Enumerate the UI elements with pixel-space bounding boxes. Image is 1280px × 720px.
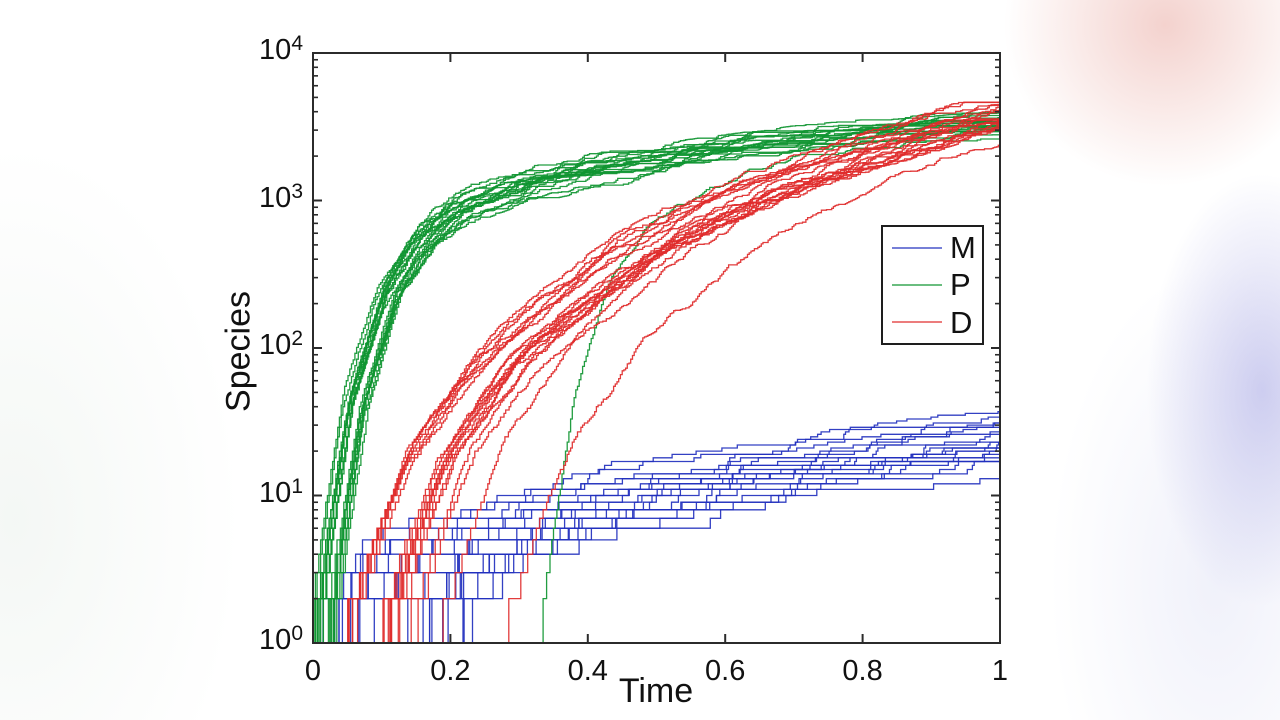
trajectory-M-16 xyxy=(392,441,1000,643)
trajectory-M-6 xyxy=(395,460,1000,643)
trajectory-P-19 xyxy=(314,127,1000,643)
trajectory-P-11 xyxy=(319,110,1000,643)
trajectory-D-19 xyxy=(368,118,1000,643)
y-tick-label-10e1: 101 xyxy=(213,476,303,508)
trajectories-P xyxy=(313,110,1000,643)
x-axis-label: Time xyxy=(618,672,694,710)
x-tick-label-0.8: 0.8 xyxy=(842,655,883,687)
trajectory-M-19 xyxy=(409,450,1000,643)
y-tick-exponent: 3 xyxy=(291,179,303,203)
x-tick-label-0.4: 0.4 xyxy=(567,655,608,687)
trajectory-layer xyxy=(313,101,1000,643)
y-tick-label-10e3: 103 xyxy=(213,181,303,213)
y-tick-base: 10 xyxy=(259,329,292,361)
y-tick-label-10e2: 102 xyxy=(213,328,303,360)
y-tick-base: 10 xyxy=(259,624,292,656)
trajectory-M-7 xyxy=(460,447,1000,643)
y-tick-exponent: 1 xyxy=(291,474,303,498)
trajectory-M-13 xyxy=(432,426,1000,643)
trajectory-D-1 xyxy=(383,103,1000,643)
y-tick-exponent: 0 xyxy=(291,622,303,645)
trajectory-D-14 xyxy=(338,101,1000,643)
trajectory-P-17 xyxy=(324,117,1000,643)
trajectory-M-10 xyxy=(340,420,1000,643)
trajectory-M-18 xyxy=(443,457,1000,643)
trajectory-M-14 xyxy=(335,422,1000,643)
trajectory-D-18 xyxy=(400,125,1000,643)
trajectory-D-12 xyxy=(374,123,1000,643)
trajectory-P-18 xyxy=(330,111,1000,643)
trajectory-M-4 xyxy=(317,409,1000,643)
legend-line-P xyxy=(892,283,942,286)
trajectory-P-10 xyxy=(328,117,1000,643)
trajectory-D-11 xyxy=(340,104,1000,643)
trajectory-D-7 xyxy=(343,119,1000,643)
trajectory-M-1 xyxy=(337,416,1000,643)
trajectory-P-16 xyxy=(331,121,1000,643)
trajectory-P-8 xyxy=(324,138,1000,643)
trajectory-M-11 xyxy=(425,431,1000,643)
y-tick-base: 10 xyxy=(259,181,292,214)
trajectory-M-9 xyxy=(430,460,1000,643)
legend-label-M: M xyxy=(950,230,976,266)
trajectory-D-4 xyxy=(344,109,1000,643)
trajectories-D xyxy=(333,101,1000,643)
y-tick-exponent: 4 xyxy=(291,32,303,55)
legend-entry-M: M xyxy=(883,229,982,266)
x-tick-label-0.6: 0.6 xyxy=(705,655,746,687)
legend-entry-D: D xyxy=(883,304,982,341)
trajectory-D-13 xyxy=(436,128,1000,643)
trajectory-P-15 xyxy=(316,114,1000,643)
y-tick-exponent: 2 xyxy=(291,327,303,350)
trajectory-M-3 xyxy=(419,453,1000,643)
trajectory-M-15 xyxy=(432,460,1000,643)
y-tick-label-10e0: 100 xyxy=(213,623,303,655)
y-tick-label-10e4: 104 xyxy=(213,33,303,65)
trajectory-D-0 xyxy=(505,143,1000,643)
trajectory-M-17 xyxy=(442,478,1000,643)
legend-line-D xyxy=(892,321,942,324)
y-tick-base: 10 xyxy=(259,476,292,509)
y-tick-base: 10 xyxy=(259,34,292,66)
trajectory-D-2 xyxy=(333,119,1000,643)
x-tick-label-0: 0 xyxy=(304,655,322,687)
x-tick-label-1: 1 xyxy=(991,655,1009,687)
trajectory-M-12 xyxy=(330,447,1000,643)
legend-label-P: P xyxy=(950,267,971,303)
trajectory-D-16 xyxy=(343,101,1000,643)
trajectory-P-7 xyxy=(316,112,1000,643)
legend-label-D: D xyxy=(950,304,973,340)
legend-line-M xyxy=(892,246,942,249)
trajectory-P-13 xyxy=(313,125,1000,643)
trajectory-D-15 xyxy=(378,119,1000,643)
axes-frame xyxy=(312,52,1001,644)
legend-entry-P: P xyxy=(883,266,982,303)
x-tick-label-0.2: 0.2 xyxy=(430,655,471,687)
